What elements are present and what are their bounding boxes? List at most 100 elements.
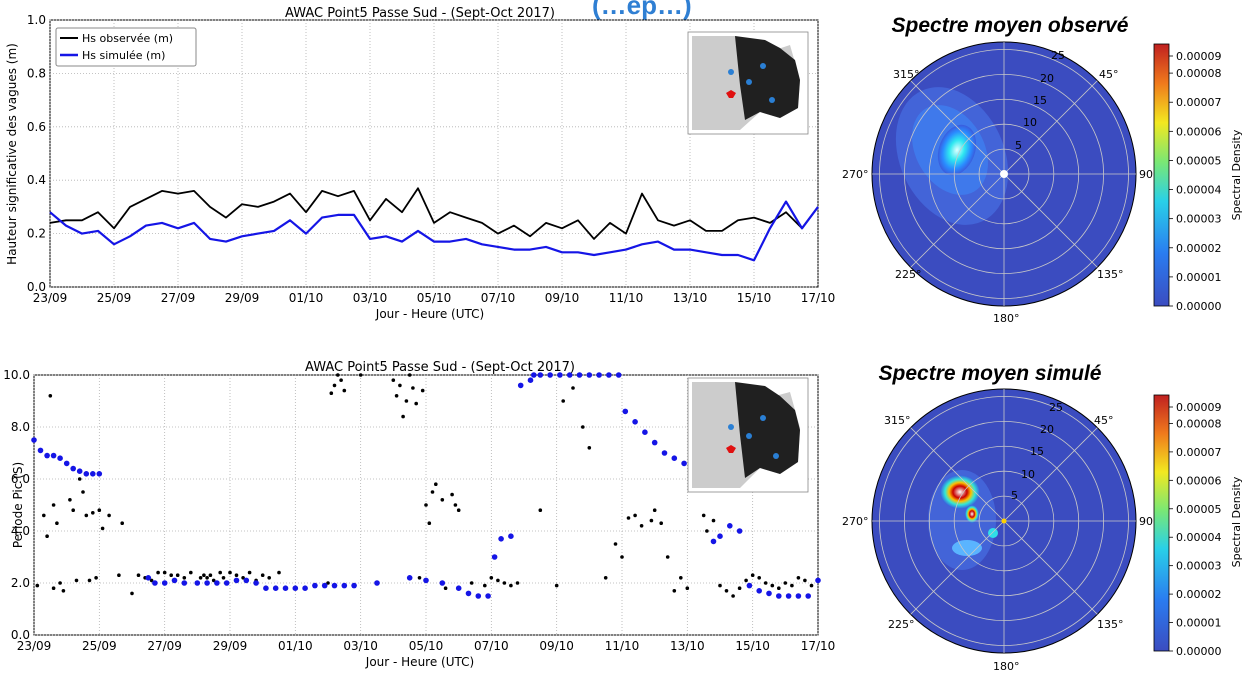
period-point-0 [326, 581, 330, 585]
period-point-0 [42, 513, 46, 518]
simulated-radial-5: 5 [1011, 489, 1018, 502]
period-point-0 [339, 378, 343, 383]
simulated-angle-135: 135° [1097, 618, 1124, 631]
simulated-angle-90: 90 [1139, 515, 1153, 528]
period-point-0 [649, 518, 654, 523]
period-point-0 [538, 508, 543, 512]
period-point-0 [228, 570, 232, 575]
period-point-0 [398, 383, 402, 388]
period-xtick-label: 29/09 [213, 639, 248, 653]
observed-cb-tick-label: 0.00001 [1176, 271, 1222, 284]
period-point-0 [358, 373, 363, 377]
period-point-0 [705, 529, 709, 533]
period-point-0 [665, 555, 670, 559]
observed-cb-tick-label: 0.00002 [1176, 242, 1222, 255]
period-point-1 [423, 577, 429, 584]
period-xtick-label: 07/10 [474, 639, 509, 653]
period-point-0 [587, 446, 592, 450]
period-point-1 [815, 577, 821, 584]
period-point-0 [796, 576, 801, 580]
period-ytick-label: 10.0 [3, 368, 30, 382]
period-point-0 [783, 581, 788, 585]
period-xtick-label: 27/09 [147, 639, 182, 653]
period-point-0 [100, 526, 105, 531]
period-point-0 [277, 570, 281, 575]
location-inset-map-2 [687, 377, 809, 493]
period-point-0 [744, 578, 748, 583]
period-ytick-label: 6.0 [11, 472, 30, 486]
period-y-label: Periode Pic (S) [11, 462, 25, 548]
simulated-spoke [1003, 520, 1098, 615]
period-point-1 [596, 372, 602, 378]
period-point-0 [803, 578, 807, 583]
period-xtick-label: 01/10 [278, 639, 313, 653]
period-point-0 [107, 513, 111, 518]
observed-angle-180: 180° [993, 312, 1020, 325]
period-point-0 [332, 383, 337, 388]
period-point-0 [221, 576, 226, 580]
period-ytick-label: 8.0 [11, 420, 30, 434]
period-point-0 [55, 521, 59, 525]
observed-spoke [910, 80, 1005, 175]
period-point-0 [731, 594, 735, 598]
hs-ticks: 23/09 25/09 27/09 29/09 01/10 03/10 05/10 07/10… [27, 13, 835, 305]
observed-colorbar-label: Spectral Density [1230, 129, 1243, 220]
simulated-colorbar-bar [1153, 394, 1170, 652]
period-point-0 [211, 578, 216, 583]
observed-radial-10: 10 [1023, 116, 1037, 129]
period-point-0 [414, 401, 419, 406]
period-point-1 [606, 372, 612, 378]
observed-peak-blob [937, 124, 977, 176]
hs-xtick-label: 15/10 [737, 291, 772, 305]
hs-legend: Hs observée (m) Hs simulée (m) [55, 27, 197, 67]
period-point-0 [411, 386, 415, 390]
hs-legend-box [55, 27, 197, 67]
simulated-cb-tick-label: 0.00007 [1176, 446, 1222, 459]
location-inset-map [687, 31, 809, 135]
period-point-0 [685, 586, 690, 590]
period-point-1 [263, 585, 269, 591]
period-point-1 [31, 437, 37, 443]
period-point-0 [97, 508, 102, 512]
simulated-cb-tick-label: 0.00005 [1176, 503, 1222, 516]
period-point-0 [417, 576, 422, 580]
period-xtick-label: 25/09 [82, 639, 117, 653]
period-series [31, 372, 821, 599]
observed-cb-tick-label: 0.00004 [1176, 184, 1222, 197]
period-point-1 [243, 577, 250, 584]
period-point-0 [342, 388, 347, 393]
hs-xtick-label: 13/10 [673, 291, 708, 305]
hs-ytick-label: 0.6 [27, 120, 46, 134]
observed-center-marker [1000, 170, 1008, 178]
period-point-0 [234, 573, 239, 577]
hs-ytick-label: 0.0 [27, 280, 46, 294]
period-point-0 [120, 521, 124, 525]
simulated-angle-270: 270° [842, 515, 869, 528]
observed-angle-315: 315° [893, 68, 920, 81]
period-point-1 [710, 538, 717, 545]
period-point-0 [202, 573, 206, 577]
period-point-0 [218, 570, 222, 575]
simulated-secondary-blob [965, 505, 979, 523]
period-point-0 [58, 581, 62, 585]
period-point-0 [189, 570, 193, 575]
observed-cb-tick-label: 0.00009 [1176, 50, 1222, 63]
period-point-0 [613, 542, 618, 546]
period-point-1 [161, 580, 168, 586]
hs-chart-title: AWAC Point5 Passe Sud - (Sept-Oct 2017) [285, 6, 555, 21]
period-point-1 [632, 419, 638, 425]
period-point-1 [214, 580, 220, 586]
period-point-0 [509, 583, 513, 588]
simulated-radial-15: 15 [1030, 445, 1044, 458]
observed-cb-tick-label: 0.00008 [1176, 67, 1222, 80]
period-point-0 [267, 576, 272, 580]
period-point-0 [48, 394, 53, 398]
hs-series [49, 187, 819, 262]
period-point-1 [766, 590, 772, 597]
period-point-0 [737, 586, 742, 590]
simulated-radial-10: 10 [1021, 468, 1035, 481]
simulated-colorbar: 0.00009 0.00008 0.00007 0.00006 0.00005 0.000… [1153, 394, 1243, 658]
period-point-1 [537, 372, 544, 378]
period-xtick-label: 13/10 [670, 639, 705, 653]
